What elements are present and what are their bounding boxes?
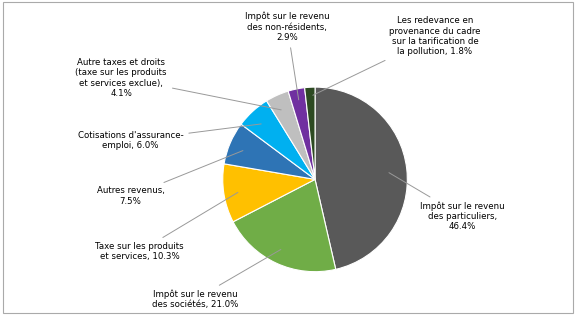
- Text: Autre taxes et droits
(taxe sur les produits
et services exclue),
4.1%: Autre taxes et droits (taxe sur les prod…: [75, 58, 281, 110]
- Wedge shape: [315, 87, 407, 269]
- Text: Autres revenus,
7.5%: Autres revenus, 7.5%: [97, 151, 243, 206]
- Text: Impôt sur le revenu
des particuliers,
46.4%: Impôt sur le revenu des particuliers, 46…: [389, 173, 505, 232]
- Text: Impôt sur le revenu
des non-résidents,
2.9%: Impôt sur le revenu des non-résidents, 2…: [245, 12, 329, 100]
- Text: Cotisations d'assurance-
emploi, 6.0%: Cotisations d'assurance- emploi, 6.0%: [78, 124, 261, 150]
- Text: Taxe sur les produits
et services, 10.3%: Taxe sur les produits et services, 10.3%: [96, 192, 238, 261]
- Wedge shape: [267, 91, 315, 180]
- Wedge shape: [223, 164, 315, 222]
- Wedge shape: [288, 88, 315, 180]
- Wedge shape: [241, 101, 315, 180]
- Wedge shape: [233, 180, 336, 272]
- Text: Impôt sur le revenu
des sociétés, 21.0%: Impôt sur le revenu des sociétés, 21.0%: [152, 249, 281, 309]
- Wedge shape: [305, 87, 315, 180]
- Wedge shape: [224, 124, 315, 180]
- Text: Les redevance en
provenance du cadre
sur la tarification de
la pollution, 1.8%: Les redevance en provenance du cadre sur…: [313, 16, 481, 95]
